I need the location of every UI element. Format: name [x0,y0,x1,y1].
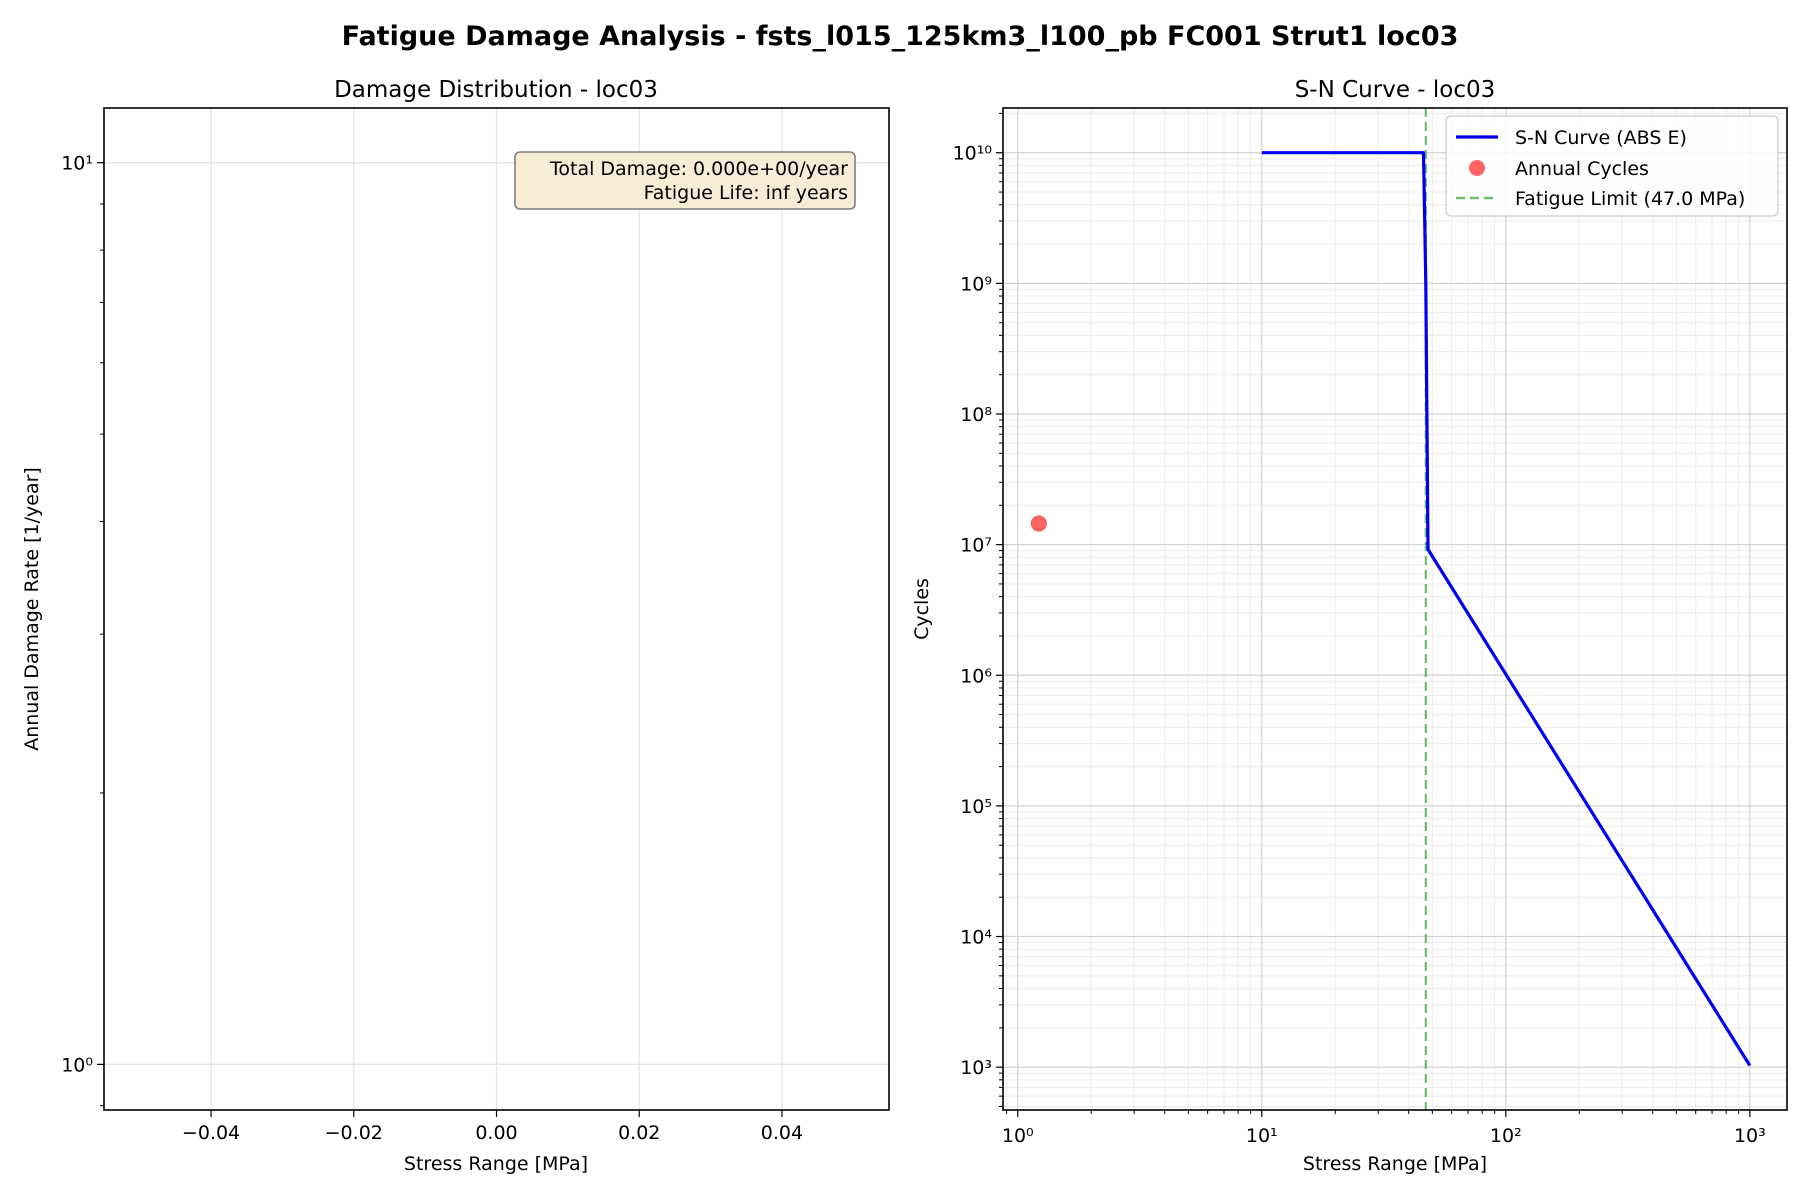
damage-annotation-box: Total Damage: 0.000e+00/year Fatigue Lif… [514,151,856,210]
damage-grid [104,108,889,1110]
sn-x-axis-label: Stress Range [MPa] [1303,1153,1487,1175]
fatigue-life-text: Fatigue Life: inf years [644,182,848,204]
damage-y-axis-label: Annual Damage Rate [1/year] [21,467,43,751]
sn-y-tick-label: 10¹⁰ [953,143,992,165]
legend-frame [1445,115,1779,217]
damage-annotation-background [514,151,856,210]
damage-x-tick-label: 0.04 [761,1122,803,1144]
sn-ticks: 10⁰ 10¹ 10² 10³ 10³ 10⁴ 10⁵ 10⁶ 10⁷ 10⁸ 10⁹ 10¹⁰ [953,112,1766,1147]
damage-x-tick-label: 0.00 [475,1122,517,1144]
sn-x-tick-label: 10⁰ [1002,1125,1034,1147]
sn-curve-title: S-N Curve - loc03 [1295,77,1496,103]
damage-x-tick-label: −0.02 [325,1122,383,1144]
legend-annual-cycles-label: Annual Cycles [1515,158,1649,180]
sn-x-tick-label: 10¹ [1246,1125,1278,1147]
legend-fatigue-limit-label: Fatigue Limit (47.0 MPa) [1515,188,1745,210]
damage-y-tick-label: 10⁰ [61,1054,93,1076]
damage-y-tick-label: 10¹ [61,153,93,175]
damage-x-tick-label: −0.04 [182,1122,240,1144]
sn-y-tick-label: 10⁴ [960,927,992,949]
damage-ticks: −0.04 −0.02 0.00 0.02 0.04 10⁰ 10¹ [61,153,803,1144]
sn-y-tick-label: 10⁶ [960,665,992,687]
sn-y-tick-label: 10⁷ [960,535,992,557]
figure-title: Fatigue Damage Analysis - fsts_l015_125k… [342,21,1459,52]
sn-y-axis-label: Cycles [911,578,933,640]
sn-x-tick-label: 10³ [1734,1125,1766,1147]
sn-curve-line [1261,151,1752,1067]
annual-cycles-point [1030,515,1047,532]
legend-annual-cycles-swatch [1469,160,1485,176]
sn-y-tick-label: 10⁸ [960,404,992,426]
sn-plot-frame [1002,107,1788,1111]
damage-distribution-panel: Damage Distribution - loc03 −0.04 −0.02 0.… [21,77,890,1175]
sn-y-tick-label: 10³ [960,1057,992,1079]
sn-curve-panel: S-N Curve - loc03 10⁰ 10¹ 10² 10³10³10⁴10⁵1… [911,77,1788,1175]
sn-data [1030,108,1752,1110]
damage-plot-frame [103,107,890,1111]
sn-x-tick-label: 10² [1490,1125,1522,1147]
legend-sn-curve-label: S-N Curve (ABS E) [1515,127,1687,149]
damage-x-axis-label: Stress Range [MPa] [404,1153,588,1175]
sn-legend: S-N Curve (ABS E) Annual Cycles Fatigue … [1445,115,1779,217]
damage-x-tick-label: 0.02 [618,1122,660,1144]
damage-distribution-title: Damage Distribution - loc03 [334,77,658,103]
sn-y-tick-label: 10⁵ [960,796,992,818]
sn-y-tick-label: 10⁹ [960,273,992,295]
sn-grid [1003,108,1787,1110]
total-damage-text: Total Damage: 0.000e+00/year [549,158,848,180]
